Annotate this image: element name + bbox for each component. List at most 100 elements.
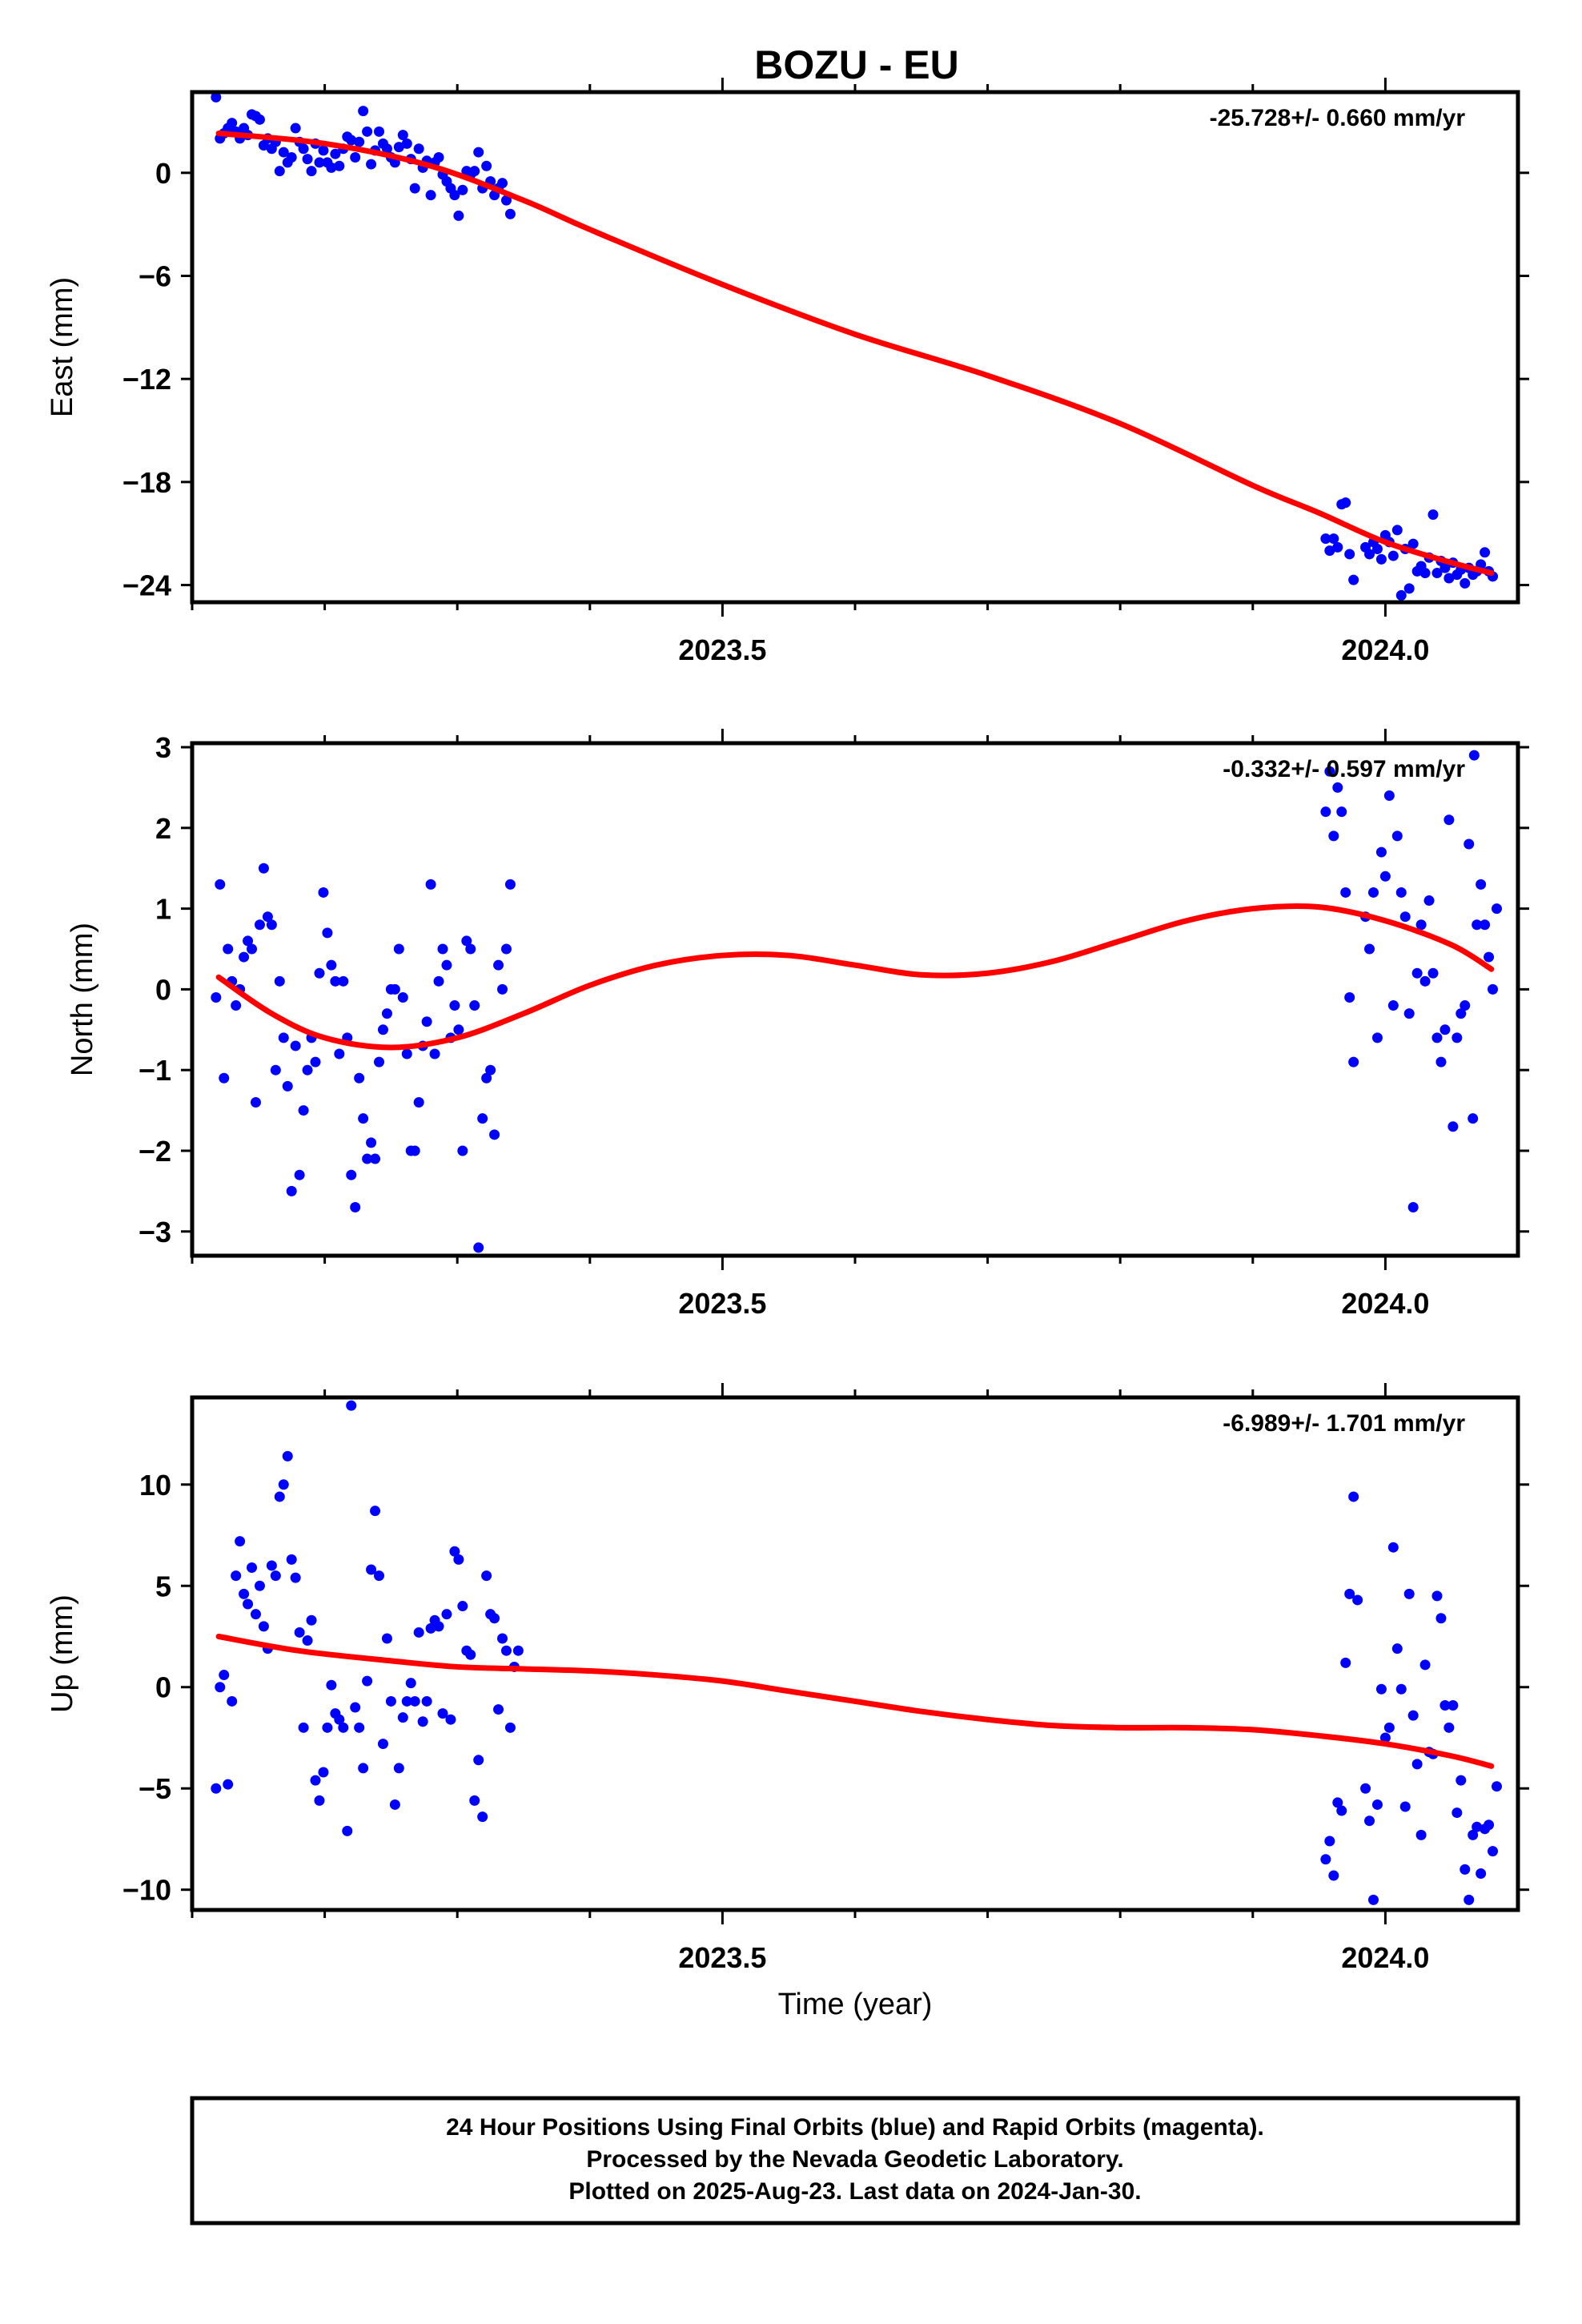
north-data-point xyxy=(401,1048,412,1059)
up-data-point xyxy=(1407,1710,1419,1721)
up-data-point xyxy=(1364,1815,1375,1827)
east-data-point xyxy=(1419,568,1431,579)
up-data-point xyxy=(421,1695,432,1707)
east-data-point xyxy=(318,145,329,156)
north-data-point xyxy=(1320,806,1331,818)
east-data-point xyxy=(354,136,365,147)
north-rate-label: -0.332+/- 0.597 mm/yr xyxy=(1223,756,1465,782)
up-data-point xyxy=(270,1570,281,1582)
north-data-point xyxy=(1403,1008,1415,1019)
east-data-point xyxy=(290,123,301,134)
north-data-point xyxy=(1472,919,1483,931)
east-data-point xyxy=(1364,549,1375,560)
north-panel: 3 2 1 0 −1 −2 −3 2023.5 2024.0 -0.332+/- 0.597 mm… xyxy=(66,729,1529,1320)
north-data-point xyxy=(413,1097,424,1108)
east-data-point xyxy=(1340,497,1351,509)
north-data-point xyxy=(274,975,285,987)
north-data-point xyxy=(1375,846,1387,858)
north-data-point xyxy=(1464,838,1475,850)
east-data-point xyxy=(409,183,420,194)
up-data-point xyxy=(1415,1829,1427,1840)
up-data-point xyxy=(1403,1588,1415,1599)
north-y-axis-label: North (mm) xyxy=(66,923,99,1076)
north-data-point xyxy=(1391,830,1403,842)
up-data-point xyxy=(453,1554,464,1565)
north-data-point xyxy=(211,991,222,1003)
up-data-point xyxy=(278,1479,289,1490)
up-data-point xyxy=(314,1795,325,1806)
up-data-point xyxy=(433,1621,444,1632)
up-data-point xyxy=(445,1714,456,1725)
east-data-point xyxy=(1431,568,1443,579)
east-data-point xyxy=(373,126,384,137)
up-data-point xyxy=(1411,1759,1423,1770)
north-data-point xyxy=(477,1113,488,1124)
east-data-point xyxy=(362,126,373,137)
north-y-tick-label: 2 xyxy=(155,812,171,845)
east-data-point xyxy=(425,190,436,201)
up-data-point xyxy=(306,1614,317,1626)
up-data-point xyxy=(377,1739,388,1750)
up-data-point xyxy=(413,1626,424,1638)
east-data-point xyxy=(1480,547,1491,558)
north-points xyxy=(211,750,1503,1253)
north-data-point xyxy=(1480,919,1491,931)
north-data-point xyxy=(504,879,516,890)
north-data-point xyxy=(421,1016,432,1027)
figure-title: BOZU - EU xyxy=(754,42,959,87)
north-data-point xyxy=(465,943,476,955)
north-data-point xyxy=(254,919,265,931)
north-data-point xyxy=(1383,790,1395,802)
up-data-point xyxy=(211,1783,222,1794)
north-data-point xyxy=(1328,830,1339,842)
up-panel: 10 5 0 −5 −10 2023.5 2024.0 -6.989+/- 1.701 mm/… xyxy=(46,1383,1529,2021)
up-data-point xyxy=(1336,1805,1347,1816)
east-data-point xyxy=(1460,577,1471,589)
up-data-point xyxy=(469,1795,480,1806)
north-fit-line xyxy=(215,903,1495,1051)
up-data-point xyxy=(373,1570,384,1582)
up-data-point xyxy=(477,1811,488,1823)
north-data-point xyxy=(239,951,250,963)
north-x-tick-label: 2023.5 xyxy=(678,1287,766,1320)
up-data-point xyxy=(1460,1864,1471,1875)
up-data-point xyxy=(1348,1491,1359,1502)
north-data-point xyxy=(397,991,408,1003)
up-data-point xyxy=(1472,1821,1483,1832)
up-data-point xyxy=(258,1621,269,1632)
east-x-tick-label: 2024.0 xyxy=(1341,633,1429,666)
up-data-point xyxy=(465,1649,476,1660)
north-data-point xyxy=(1468,1113,1479,1124)
east-data-point xyxy=(401,138,412,149)
up-data-point xyxy=(393,1763,404,1774)
east-data-point xyxy=(1328,533,1339,545)
up-data-point xyxy=(294,1626,305,1638)
east-data-point xyxy=(334,160,345,171)
up-data-point xyxy=(326,1679,337,1691)
north-data-point xyxy=(373,1056,384,1068)
up-data-point xyxy=(385,1695,396,1707)
north-data-point xyxy=(1423,895,1435,907)
up-frame xyxy=(190,1395,1520,1912)
north-data-point xyxy=(1488,983,1499,995)
up-data-point xyxy=(358,1763,369,1774)
up-data-point xyxy=(350,1702,361,1713)
north-data-point xyxy=(1431,1032,1443,1043)
north-data-point xyxy=(219,1072,230,1084)
north-data-point xyxy=(282,1080,293,1092)
north-data-point xyxy=(1460,1000,1471,1011)
east-data-point xyxy=(314,157,325,168)
north-data-point xyxy=(1476,879,1487,890)
east-y-axis-label: East (mm) xyxy=(46,277,79,417)
east-data-point xyxy=(274,166,285,177)
east-data-point xyxy=(1395,589,1407,601)
up-data-point xyxy=(1439,1700,1451,1711)
up-data-point xyxy=(397,1712,408,1723)
up-data-point xyxy=(346,1400,357,1411)
north-y-tick-label: 1 xyxy=(155,893,171,926)
up-data-point xyxy=(389,1799,400,1810)
east-data-point xyxy=(1371,544,1383,555)
up-data-point xyxy=(381,1633,392,1644)
north-data-point xyxy=(215,879,226,890)
east-frame xyxy=(190,90,1520,605)
